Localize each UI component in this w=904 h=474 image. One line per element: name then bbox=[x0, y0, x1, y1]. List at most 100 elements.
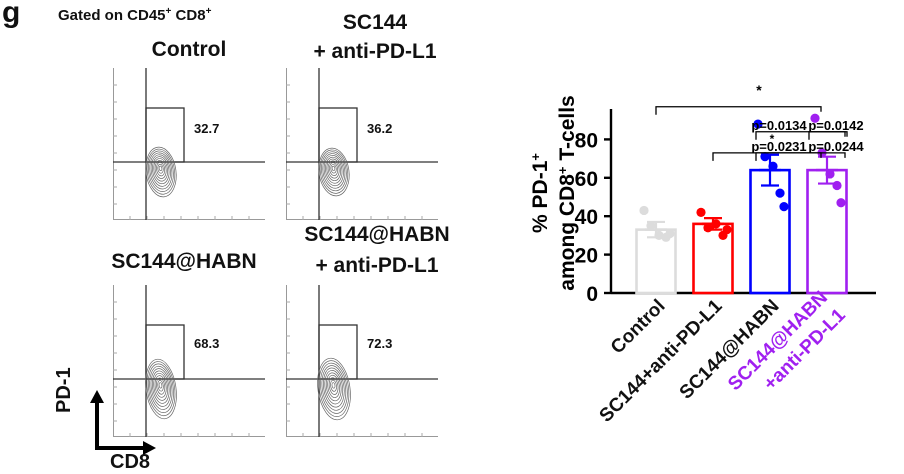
contour-line bbox=[323, 155, 344, 187]
contour-line bbox=[150, 368, 171, 407]
contour-line bbox=[327, 160, 340, 179]
plot-frame bbox=[286, 68, 438, 220]
gating-prefix: Gated on CD45 bbox=[58, 7, 166, 24]
panel-letter: g bbox=[2, 0, 21, 29]
gate-box bbox=[318, 324, 358, 380]
flow-title-line: SC144 bbox=[342, 11, 408, 34]
x-arrow-head bbox=[143, 441, 156, 455]
contour-line bbox=[151, 370, 170, 404]
contour-line bbox=[322, 367, 345, 408]
pd1-axis-label: PD-1 bbox=[53, 367, 75, 413]
data-point bbox=[703, 223, 713, 233]
significance-label: * bbox=[756, 82, 762, 98]
contour-line bbox=[146, 148, 176, 195]
significance-bracket bbox=[755, 131, 846, 140]
contour-line bbox=[147, 363, 174, 413]
contour-line bbox=[158, 165, 163, 172]
contour-line bbox=[327, 374, 340, 399]
flow-title-line: + anti-PD-L1 bbox=[313, 40, 437, 63]
bar bbox=[749, 168, 791, 295]
contour-line bbox=[331, 382, 336, 389]
contour-line bbox=[153, 372, 169, 401]
y-arrow-head bbox=[90, 390, 104, 403]
contour-line bbox=[328, 377, 339, 395]
gating-sup-1: + bbox=[165, 6, 172, 17]
data-point bbox=[722, 225, 732, 235]
data-point bbox=[768, 161, 778, 171]
contour-line bbox=[325, 156, 343, 184]
flow-plot-sc144-habn-anti-pdl1 bbox=[286, 285, 438, 437]
cd8-axis-label: CD8 bbox=[110, 451, 151, 473]
y-tick-label: 80 bbox=[575, 129, 598, 152]
flow-percent-control: 32.7 bbox=[194, 121, 220, 136]
data-point bbox=[775, 188, 785, 198]
flow-plot-svg bbox=[286, 285, 438, 437]
contour-line bbox=[150, 154, 171, 187]
data-point bbox=[779, 202, 789, 212]
contour-line bbox=[157, 163, 164, 174]
contour-line bbox=[318, 147, 350, 197]
contour-line bbox=[153, 158, 168, 182]
significance-label: p=0.0142 bbox=[808, 118, 863, 133]
significance-bracket bbox=[655, 106, 822, 115]
data-point bbox=[696, 207, 706, 217]
flow-plot-control bbox=[113, 68, 265, 220]
gate-box bbox=[145, 324, 185, 380]
data-point bbox=[711, 219, 721, 229]
flow-title-sc144-habn: SC144@HABN bbox=[111, 250, 257, 273]
flow-plot-svg bbox=[286, 68, 438, 220]
flow-title-sc144-anti-pdl1: SC144 + anti-PD-L1 bbox=[290, 8, 460, 66]
contour-line bbox=[322, 153, 346, 189]
y-tick-label: 40 bbox=[575, 206, 598, 229]
contour-line bbox=[148, 150, 174, 192]
contour-line bbox=[154, 160, 167, 179]
gating-label: Gated on CD45+ CD8+ bbox=[58, 6, 211, 24]
flow-plot-svg bbox=[113, 285, 265, 437]
contour-line bbox=[318, 360, 350, 417]
contour-line bbox=[145, 146, 177, 198]
contour-line bbox=[325, 372, 342, 402]
contour-line bbox=[145, 358, 177, 420]
flow-plot-sc144-habn bbox=[113, 285, 265, 437]
y-axis-label: % PD-1+among CD8+ T-cells bbox=[528, 95, 580, 290]
significance-label: p=0.0231 bbox=[751, 139, 806, 154]
contour-line bbox=[317, 357, 351, 421]
contour-line bbox=[158, 382, 163, 389]
flow-title-line: + anti-PD-L1 bbox=[315, 254, 439, 277]
y-label-line-2: among CD8+ T-cells bbox=[555, 95, 580, 290]
contour-line bbox=[326, 158, 341, 182]
contour-line bbox=[152, 156, 170, 185]
flow-plot-sc144-anti-pdl1 bbox=[286, 68, 438, 220]
data-point bbox=[836, 198, 846, 208]
flow-percent-sc144-habn-anti-pdl1: 72.3 bbox=[367, 336, 393, 351]
contour-line bbox=[149, 152, 173, 190]
contour-line bbox=[149, 365, 173, 410]
data-point bbox=[646, 221, 656, 231]
flow-percent-sc144-anti-pdl1: 36.2 bbox=[367, 121, 393, 136]
contour-line bbox=[320, 362, 348, 414]
y-tick-label: 60 bbox=[575, 168, 598, 191]
contour-line bbox=[321, 151, 347, 192]
contour-line bbox=[331, 165, 336, 171]
contour-line bbox=[146, 361, 176, 417]
significance-label: p=0.0134 bbox=[751, 118, 807, 133]
plot-frame bbox=[113, 68, 265, 220]
significance-star: * bbox=[770, 132, 775, 146]
flow-percent-sc144-habn: 68.3 bbox=[194, 336, 220, 351]
data-point bbox=[639, 205, 649, 216]
bar bbox=[635, 228, 677, 295]
data-point bbox=[665, 228, 675, 239]
contour-line bbox=[321, 365, 347, 411]
data-point bbox=[810, 113, 820, 123]
flow-title-line: SC144@HABN bbox=[304, 223, 450, 246]
contour-line bbox=[157, 379, 164, 392]
data-point bbox=[825, 169, 835, 179]
significance-bracket bbox=[755, 152, 846, 161]
data-point bbox=[832, 180, 842, 191]
data-point bbox=[760, 152, 770, 162]
contour-line bbox=[330, 164, 337, 174]
plot-frame bbox=[286, 285, 438, 437]
flow-plot-svg bbox=[113, 68, 265, 220]
gating-middle: CD8 bbox=[171, 7, 206, 24]
